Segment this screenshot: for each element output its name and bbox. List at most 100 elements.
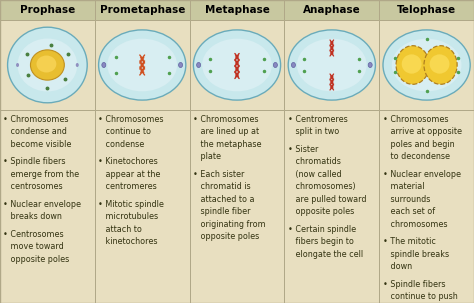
- Text: originating from: originating from: [193, 220, 266, 229]
- Bar: [284, 0, 379, 20]
- Bar: [0, 20, 95, 110]
- Text: opposite poles: opposite poles: [288, 207, 354, 216]
- Text: attached to a: attached to a: [193, 195, 255, 204]
- Text: Anaphase: Anaphase: [303, 5, 361, 15]
- Bar: [379, 20, 474, 110]
- Bar: [379, 110, 474, 303]
- Text: centrosomes: centrosomes: [3, 182, 63, 191]
- Text: fibers begin to: fibers begin to: [288, 237, 354, 246]
- Ellipse shape: [107, 39, 177, 91]
- Text: • Spindle fibers: • Spindle fibers: [3, 158, 66, 166]
- Text: poles and begin: poles and begin: [383, 140, 454, 149]
- Text: chromosomes): chromosomes): [288, 182, 356, 191]
- Ellipse shape: [429, 54, 449, 74]
- Ellipse shape: [288, 30, 375, 100]
- Ellipse shape: [99, 30, 186, 100]
- Text: spindle breaks: spindle breaks: [383, 250, 449, 259]
- Ellipse shape: [292, 62, 295, 68]
- Text: • Nuclear envelope: • Nuclear envelope: [383, 170, 461, 179]
- Text: split in two: split in two: [288, 128, 339, 136]
- Text: • Sister: • Sister: [288, 145, 318, 154]
- Text: become visible: become visible: [3, 140, 72, 149]
- Text: • The mitotic: • The mitotic: [383, 237, 436, 246]
- Text: • Nuclear envelope: • Nuclear envelope: [3, 200, 82, 209]
- Text: • Kinetochores: • Kinetochores: [98, 158, 158, 166]
- Ellipse shape: [368, 62, 372, 68]
- Ellipse shape: [202, 39, 272, 91]
- Text: chromatids: chromatids: [288, 158, 341, 166]
- Bar: [284, 110, 379, 303]
- Text: each set of: each set of: [383, 207, 435, 216]
- Text: are pulled toward: are pulled toward: [288, 195, 366, 204]
- Ellipse shape: [396, 46, 429, 84]
- Ellipse shape: [401, 54, 421, 74]
- Text: breaks down: breaks down: [3, 212, 63, 221]
- Text: • Chromosomes: • Chromosomes: [98, 115, 164, 124]
- Bar: [190, 110, 284, 303]
- Ellipse shape: [18, 38, 77, 92]
- Text: surrounds: surrounds: [383, 195, 430, 204]
- Text: continue to push: continue to push: [383, 292, 457, 301]
- Text: • Chromosomes: • Chromosomes: [193, 115, 259, 124]
- Text: Prometaphase: Prometaphase: [100, 5, 185, 15]
- Bar: [95, 0, 190, 20]
- Ellipse shape: [76, 63, 79, 67]
- Text: are lined up at: are lined up at: [193, 128, 259, 136]
- Bar: [95, 110, 190, 303]
- Bar: [284, 20, 379, 110]
- Text: chromosomes: chromosomes: [383, 220, 447, 229]
- Text: opposite poles: opposite poles: [193, 232, 259, 241]
- Ellipse shape: [16, 63, 19, 67]
- Ellipse shape: [193, 30, 281, 100]
- Text: attach to: attach to: [98, 225, 142, 234]
- Ellipse shape: [197, 62, 201, 68]
- Ellipse shape: [297, 39, 367, 91]
- Text: condense and: condense and: [3, 128, 67, 136]
- Text: material: material: [383, 182, 424, 191]
- Text: • Certain spindle: • Certain spindle: [288, 225, 356, 234]
- Text: • Spindle fibers: • Spindle fibers: [383, 280, 445, 289]
- Bar: [0, 110, 95, 303]
- Text: kinetochores: kinetochores: [98, 237, 158, 246]
- Text: condense: condense: [98, 140, 145, 149]
- Text: the metaphase: the metaphase: [193, 140, 262, 149]
- Text: continue to: continue to: [98, 128, 151, 136]
- Ellipse shape: [383, 30, 470, 100]
- Text: microtubules: microtubules: [98, 212, 158, 221]
- Text: • Centromeres: • Centromeres: [288, 115, 347, 124]
- Ellipse shape: [8, 27, 87, 103]
- Text: • Each sister: • Each sister: [193, 170, 245, 179]
- Ellipse shape: [392, 39, 462, 91]
- Bar: [190, 20, 284, 110]
- Bar: [190, 0, 284, 20]
- Text: move toward: move toward: [3, 242, 64, 251]
- Text: spindle fiber: spindle fiber: [193, 207, 251, 216]
- Text: • Chromosomes: • Chromosomes: [3, 115, 69, 124]
- Ellipse shape: [179, 62, 182, 68]
- Text: elongate the cell: elongate the cell: [288, 250, 363, 259]
- Bar: [95, 20, 190, 110]
- Text: arrive at opposite: arrive at opposite: [383, 128, 462, 136]
- Text: Telophase: Telophase: [397, 5, 456, 15]
- Ellipse shape: [424, 46, 457, 84]
- Text: appear at the: appear at the: [98, 170, 161, 179]
- Text: (now called: (now called: [288, 170, 342, 179]
- Ellipse shape: [30, 50, 64, 80]
- Bar: [0, 0, 95, 20]
- Text: • Chromosomes: • Chromosomes: [383, 115, 448, 124]
- Text: down: down: [383, 262, 412, 271]
- Ellipse shape: [36, 55, 56, 72]
- Text: opposite poles: opposite poles: [3, 255, 70, 264]
- Ellipse shape: [273, 62, 277, 68]
- Text: plate: plate: [193, 152, 221, 161]
- Text: emerge from the: emerge from the: [3, 170, 80, 179]
- Bar: [379, 0, 474, 20]
- Text: to decondense: to decondense: [383, 152, 450, 161]
- Text: • Centrosomes: • Centrosomes: [3, 230, 64, 239]
- Text: Prophase: Prophase: [20, 5, 75, 15]
- Text: chromatid is: chromatid is: [193, 182, 251, 191]
- Text: Metaphase: Metaphase: [205, 5, 269, 15]
- Text: centromeres: centromeres: [98, 182, 157, 191]
- Ellipse shape: [102, 62, 106, 68]
- Text: • Mitotic spindle: • Mitotic spindle: [98, 200, 164, 209]
